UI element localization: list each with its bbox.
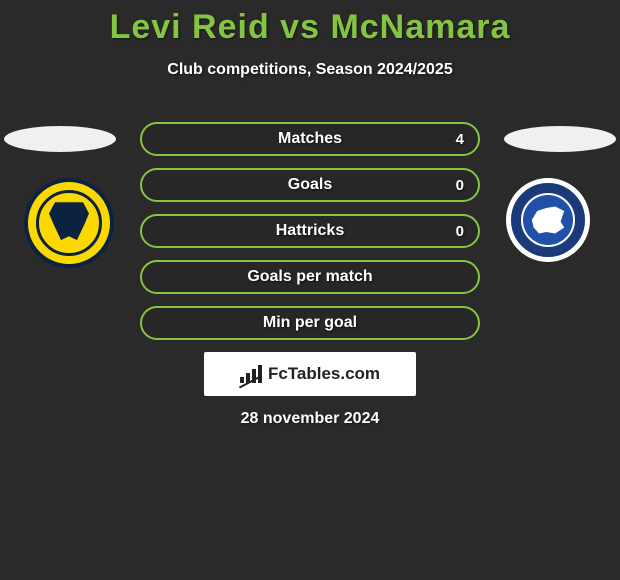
stat-label: Hattricks [276,222,344,240]
stat-label: Goals per match [247,268,372,286]
stat-value: 0 [456,223,464,240]
branding-badge: FcTables.com [204,352,416,396]
footer-date: 28 november 2024 [0,410,620,428]
stat-value: 0 [456,177,464,194]
club-crest-right [506,178,596,268]
bar-chart-icon [240,365,262,383]
stat-row-min-per-goal: Min per goal [140,306,480,340]
stat-label: Matches [278,130,342,148]
oxford-united-crest-icon [24,178,114,268]
stat-row-hattricks: Hattricks 0 [140,214,480,248]
player-photo-right [504,126,616,152]
stat-label: Min per goal [263,314,357,332]
page-title: Levi Reid vs McNamara [0,0,620,47]
millwall-crest-icon [506,178,590,262]
stat-value: 4 [456,131,464,148]
stat-row-goals: Goals 0 [140,168,480,202]
stat-label: Goals [288,176,332,194]
branding-text: FcTables.com [268,364,380,384]
page-subtitle: Club competitions, Season 2024/2025 [0,61,620,79]
player-photo-left [4,126,116,152]
stat-row-matches: Matches 4 [140,122,480,156]
club-crest-left [24,178,114,268]
stats-container: Matches 4 Goals 0 Hattricks 0 Goals per … [140,122,480,352]
stat-row-goals-per-match: Goals per match [140,260,480,294]
